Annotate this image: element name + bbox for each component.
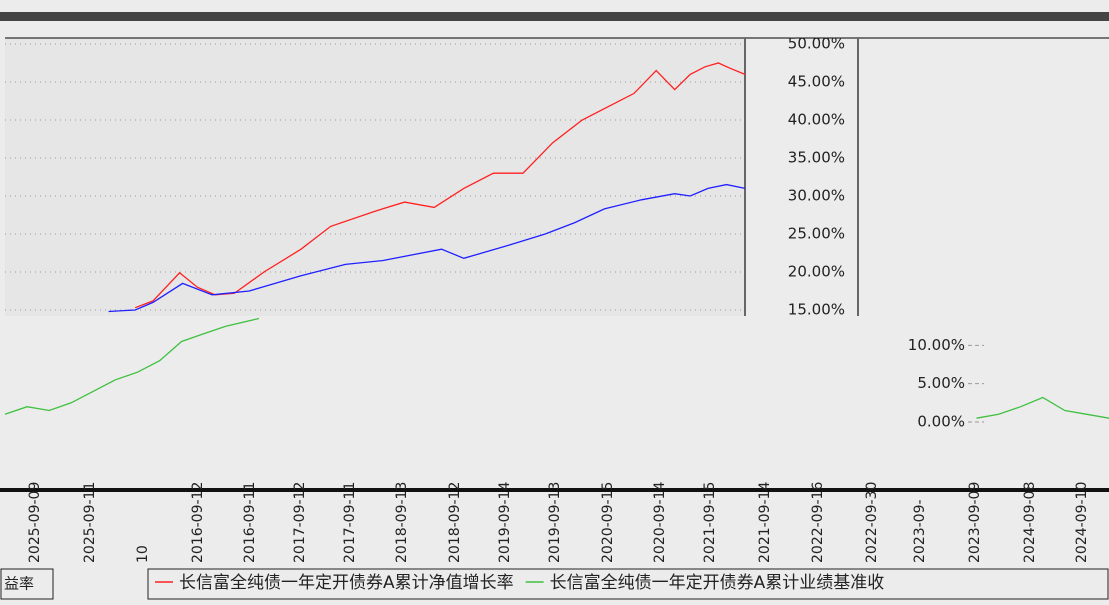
y-tick-label: 35.00%	[788, 149, 845, 167]
series-line	[108, 183, 746, 313]
x-tick-label: 2019-09-13	[547, 482, 563, 563]
y-tick-label: 20.00%	[788, 263, 845, 281]
y-tick-label: 45.00%	[788, 73, 845, 91]
x-tick-label: 2023-09-09	[967, 482, 983, 563]
x-tick-label: 2021-09-14	[757, 482, 773, 563]
x-tick-label: 2019-09-14	[497, 482, 513, 563]
y-tick-label: 0.00%	[917, 413, 965, 431]
x-tick-label: 2024-09-08	[1022, 482, 1038, 563]
x-tick-label: 2025-09-11	[82, 482, 98, 563]
y-tick-label: 10.00%	[908, 336, 965, 354]
x-tick-label: 2020-09-14	[652, 482, 668, 563]
legend-label: 长信富全纯债一年定开债券A累计业绩基准收	[550, 573, 885, 593]
y-tick-label: 40.00%	[788, 111, 845, 129]
x-tick-label: 2016-09-11	[242, 482, 258, 563]
x-tick-label: 2020-09-15	[600, 482, 616, 563]
top-bar	[0, 12, 1109, 21]
legend-label: 长信富全纯债一年定开债券A累计净值增长率	[179, 573, 514, 593]
x-tick-label: 2016-09-12	[190, 482, 206, 563]
x-tick-label: 2024-09-10	[1074, 482, 1090, 563]
series-line	[4, 317, 1109, 419]
legend-box	[0, 568, 54, 600]
y-tick-label: 25.00%	[788, 225, 845, 243]
x-tick-label: 2023-09-	[912, 499, 928, 563]
x-tick-label: 2022-09-30	[864, 482, 880, 563]
legend-text: 益率	[4, 575, 34, 593]
x-tick-label: 2021-09-15	[702, 482, 718, 563]
x-tick-label: 2022-09-16	[810, 482, 826, 563]
plot-area	[5, 38, 745, 316]
x-tick-label: 2018-09-13	[394, 482, 410, 563]
x-tick-label: 2018-09-12	[447, 482, 463, 563]
y-tick-label: 30.00%	[788, 187, 845, 205]
x-tick-label: 2017-09-12	[292, 482, 308, 563]
legend-box	[147, 568, 1109, 600]
y-tick-label: 5.00%	[917, 374, 965, 392]
y-tick-label: 50.00%	[788, 35, 845, 53]
y-tick-label: 15.00%	[788, 301, 845, 319]
x-tick-label: 2017-09-11	[342, 482, 358, 563]
x-tick-label: 10	[135, 545, 151, 563]
x-tick-label: 2025-09-09	[27, 482, 43, 563]
